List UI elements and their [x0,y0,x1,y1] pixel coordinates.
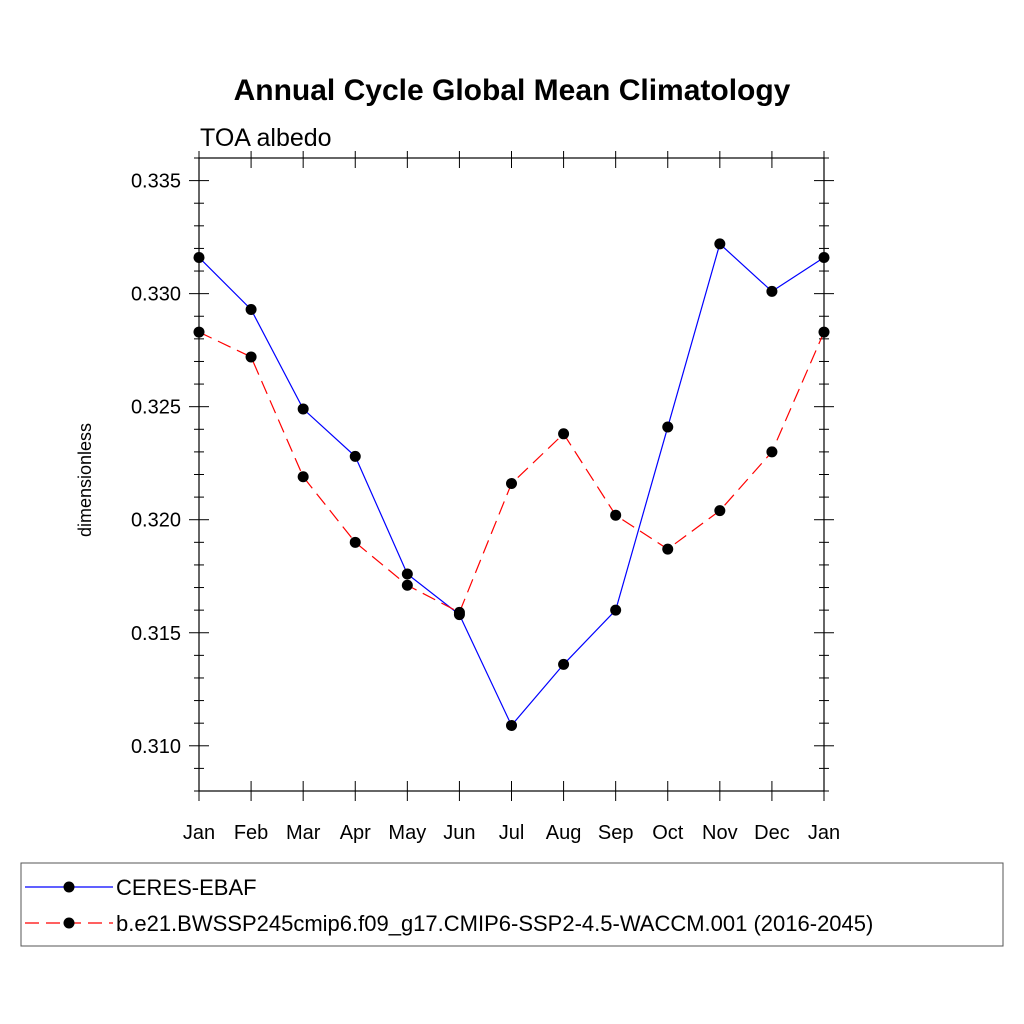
x-tick-label: Jul [499,822,525,844]
x-tick-label: May [388,822,426,844]
axis-ticks [189,151,834,801]
legend: CERES-EBAF b.e21.BWSSP245cmip6.f09_g17.CM… [25,875,873,936]
data-point [297,403,309,415]
x-tick-label: Aug [546,822,582,844]
y-tick-label: 0.320 [131,510,181,532]
legend-marker-2 [63,917,75,929]
data-point [506,478,517,490]
data-point [818,326,830,338]
x-tick-label: Sep [598,822,634,844]
y-tick-label: 0.325 [131,397,181,419]
data-point [714,238,726,250]
data-point [506,719,517,731]
data-point [193,251,205,263]
data-point [453,606,465,618]
data-point [766,285,778,297]
x-tick-label: Apr [340,822,371,844]
x-tick-label: Jan [808,822,840,844]
x-tick-label: Feb [234,822,268,844]
data-point [401,568,413,580]
chart-title: Annual Cycle Global Mean Climatology [234,74,791,107]
data-point [245,303,257,315]
chart-subtitle: TOA albedo [200,124,332,152]
legend-label-2: b.e21.BWSSP245cmip6.f09_g17.CMIP6-SSP2-4… [116,911,873,936]
legend-marker-1 [63,881,75,893]
y-tick-label: 0.335 [131,171,181,193]
x-tick-label: Mar [286,822,321,844]
y-tick-label: 0.310 [131,736,181,758]
data-point [818,251,830,263]
data-point [714,505,726,517]
y-tick-label: 0.315 [131,623,181,645]
y-tick-labels: 0.310 0.315 0.320 0.325 0.330 0.335 [131,171,181,758]
data-point [558,658,570,670]
data-point [297,471,309,483]
x-tick-labels: Jan Feb Mar Apr May Jun Jul Aug Sep Oct Nov Dec Jan [183,822,840,844]
x-tick-label: Nov [702,822,738,844]
x-tick-label: Dec [754,822,790,844]
series-layer [193,238,830,731]
legend-box [20,862,1004,947]
series-line-2 [198,331,825,614]
data-point [662,421,674,433]
data-point [349,450,361,462]
x-tick-label: Jan [183,822,215,844]
data-point [245,351,257,363]
data-point [193,326,205,338]
y-tick-label: 0.330 [131,284,181,306]
data-point [401,579,413,591]
data-point [610,509,622,521]
data-point [662,543,674,555]
data-point [610,604,622,616]
x-tick-label: Oct [652,822,684,844]
x-tick-label: Jun [443,822,475,844]
legend-label-1: CERES-EBAF [116,875,257,900]
data-point [349,536,361,548]
data-point [558,428,570,440]
data-point [766,446,778,458]
y-axis-label: dimensionless [75,423,95,537]
